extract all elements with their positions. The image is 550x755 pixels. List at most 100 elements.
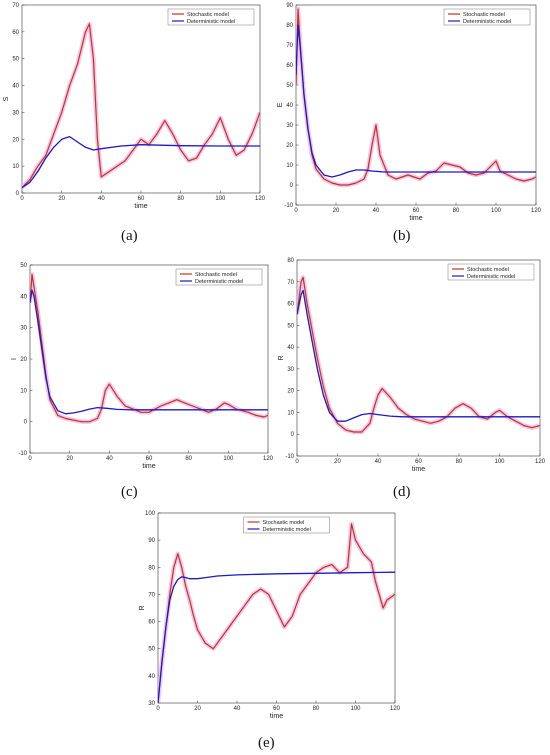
stochastic-series-line <box>158 523 395 703</box>
deterministic-series-line <box>30 289 268 415</box>
x-tick-label: 60 <box>138 196 145 202</box>
x-tick-label: 20 <box>66 456 73 462</box>
x-axis-label: time <box>270 713 283 720</box>
y-tick-label: 50 <box>12 57 19 63</box>
plot-area <box>22 21 260 190</box>
legend-entry: Stochastic model <box>263 520 305 526</box>
y-tick-label: 70 <box>287 280 294 286</box>
y-tick-label: 80 <box>286 23 293 29</box>
legend-box <box>443 8 531 26</box>
x-tick-label: 120 <box>535 459 546 465</box>
y-tick-label: 0 <box>16 191 20 197</box>
chart-panel-4: 0 20 40 60 80 100 120 30 40 50 60 70 80 90 100 time R Sto… <box>139 511 401 720</box>
y-tick-label: 80 <box>287 258 294 264</box>
y-tick-label: 100 <box>145 511 156 517</box>
panel-label-a: (a) <box>121 228 138 244</box>
x-tick-label: 0 <box>156 706 160 712</box>
y-tick-label: 0 <box>24 420 28 426</box>
y-tick-label: 10 <box>20 388 27 394</box>
plot-frame <box>29 264 269 454</box>
y-tick-label: 80 <box>148 565 155 571</box>
y-tick-label: 50 <box>20 263 27 269</box>
plot-frame <box>296 259 541 457</box>
x-tick-label: 60 <box>415 459 422 465</box>
x-tick-label: 80 <box>177 196 184 202</box>
y-tick-label: 20 <box>12 137 19 143</box>
legend-entry: Deterministic model <box>263 527 311 533</box>
x-tick-label: 40 <box>106 456 113 462</box>
y-tick-label: 30 <box>286 123 293 129</box>
deterministic-series-line <box>158 571 395 703</box>
y-tick-label: 0 <box>290 183 294 189</box>
legend-entry: Deterministic model <box>463 19 511 25</box>
y-tick-label: 10 <box>12 164 19 170</box>
chart-panel-2: 0 20 40 60 80 100 120-1001020304050timeIStocha… <box>11 263 274 470</box>
y-tick-label: 60 <box>287 302 294 308</box>
y-axis-label: R <box>139 605 146 610</box>
x-tick-label: 80 <box>185 456 192 462</box>
y-tick-label: 30 <box>148 701 155 707</box>
legend-entry: Deterministic model <box>187 19 235 25</box>
x-tick-label: 20 <box>194 706 201 712</box>
legend-entry: Stochastic model <box>195 272 237 278</box>
y-tick-label: 50 <box>286 83 293 89</box>
panel-label-e: (e) <box>258 735 275 751</box>
y-tick-label: 10 <box>286 163 293 169</box>
plot-frame <box>295 4 537 206</box>
y-axis-label: I <box>11 358 18 360</box>
x-tick-label: 40 <box>373 208 380 214</box>
x-tick-label: 40 <box>98 196 105 202</box>
legend-box <box>447 263 535 281</box>
x-tick-label: 40 <box>234 706 241 712</box>
y-tick-label: 60 <box>12 30 19 36</box>
deterministic-series-line <box>296 24 536 178</box>
y-tick-label: 20 <box>286 143 293 149</box>
x-tick-label: 60 <box>413 208 420 214</box>
panel-label-b: (b) <box>393 228 411 244</box>
x-tick-label: 120 <box>531 208 542 214</box>
stochastic-series-line <box>296 8 536 186</box>
legend-entry: Deterministic model <box>467 274 515 280</box>
panel-label-c: (c) <box>121 484 138 500</box>
x-tick-label: 80 <box>313 706 320 712</box>
y-tick-label: 40 <box>287 345 294 351</box>
x-tick-label: 0 <box>295 459 299 465</box>
y-tick-label: 90 <box>286 3 293 9</box>
y-tick-label: -10 <box>284 203 293 209</box>
y-axis-label: E <box>277 102 284 107</box>
plot-area <box>296 6 536 188</box>
x-tick-label: 0 <box>20 196 24 202</box>
x-axis-label: time <box>134 203 147 210</box>
x-tick-label: 0 <box>294 208 298 214</box>
x-tick-label: 80 <box>456 459 463 465</box>
y-axis-label: R <box>278 355 285 360</box>
x-tick-label: 120 <box>390 706 401 712</box>
y-tick-label: 20 <box>20 357 27 363</box>
x-axis-label: time <box>409 215 422 222</box>
panel-label-d: (d) <box>393 484 411 500</box>
x-tick-label: 100 <box>223 456 234 462</box>
y-tick-label: -10 <box>285 454 294 460</box>
y-tick-label: 20 <box>287 389 294 395</box>
legend-box <box>243 516 330 534</box>
y-tick-label: -10 <box>18 451 27 457</box>
x-tick-label: 100 <box>215 196 226 202</box>
legend-entry: Stochastic model <box>187 12 229 18</box>
x-tick-label: 60 <box>146 456 153 462</box>
x-axis-label: time <box>142 463 155 470</box>
x-axis-label: time <box>412 466 425 473</box>
y-tick-label: 30 <box>12 110 19 116</box>
y-tick-label: 40 <box>286 103 293 109</box>
y-tick-label: 30 <box>287 367 294 373</box>
x-tick-label: 20 <box>333 208 340 214</box>
deterministic-series-line <box>22 135 260 189</box>
x-tick-label: 80 <box>453 208 460 214</box>
x-tick-label: 120 <box>263 456 274 462</box>
y-tick-label: 70 <box>12 3 19 9</box>
y-tick-label: 0 <box>291 432 295 438</box>
plot-frame <box>21 4 261 194</box>
